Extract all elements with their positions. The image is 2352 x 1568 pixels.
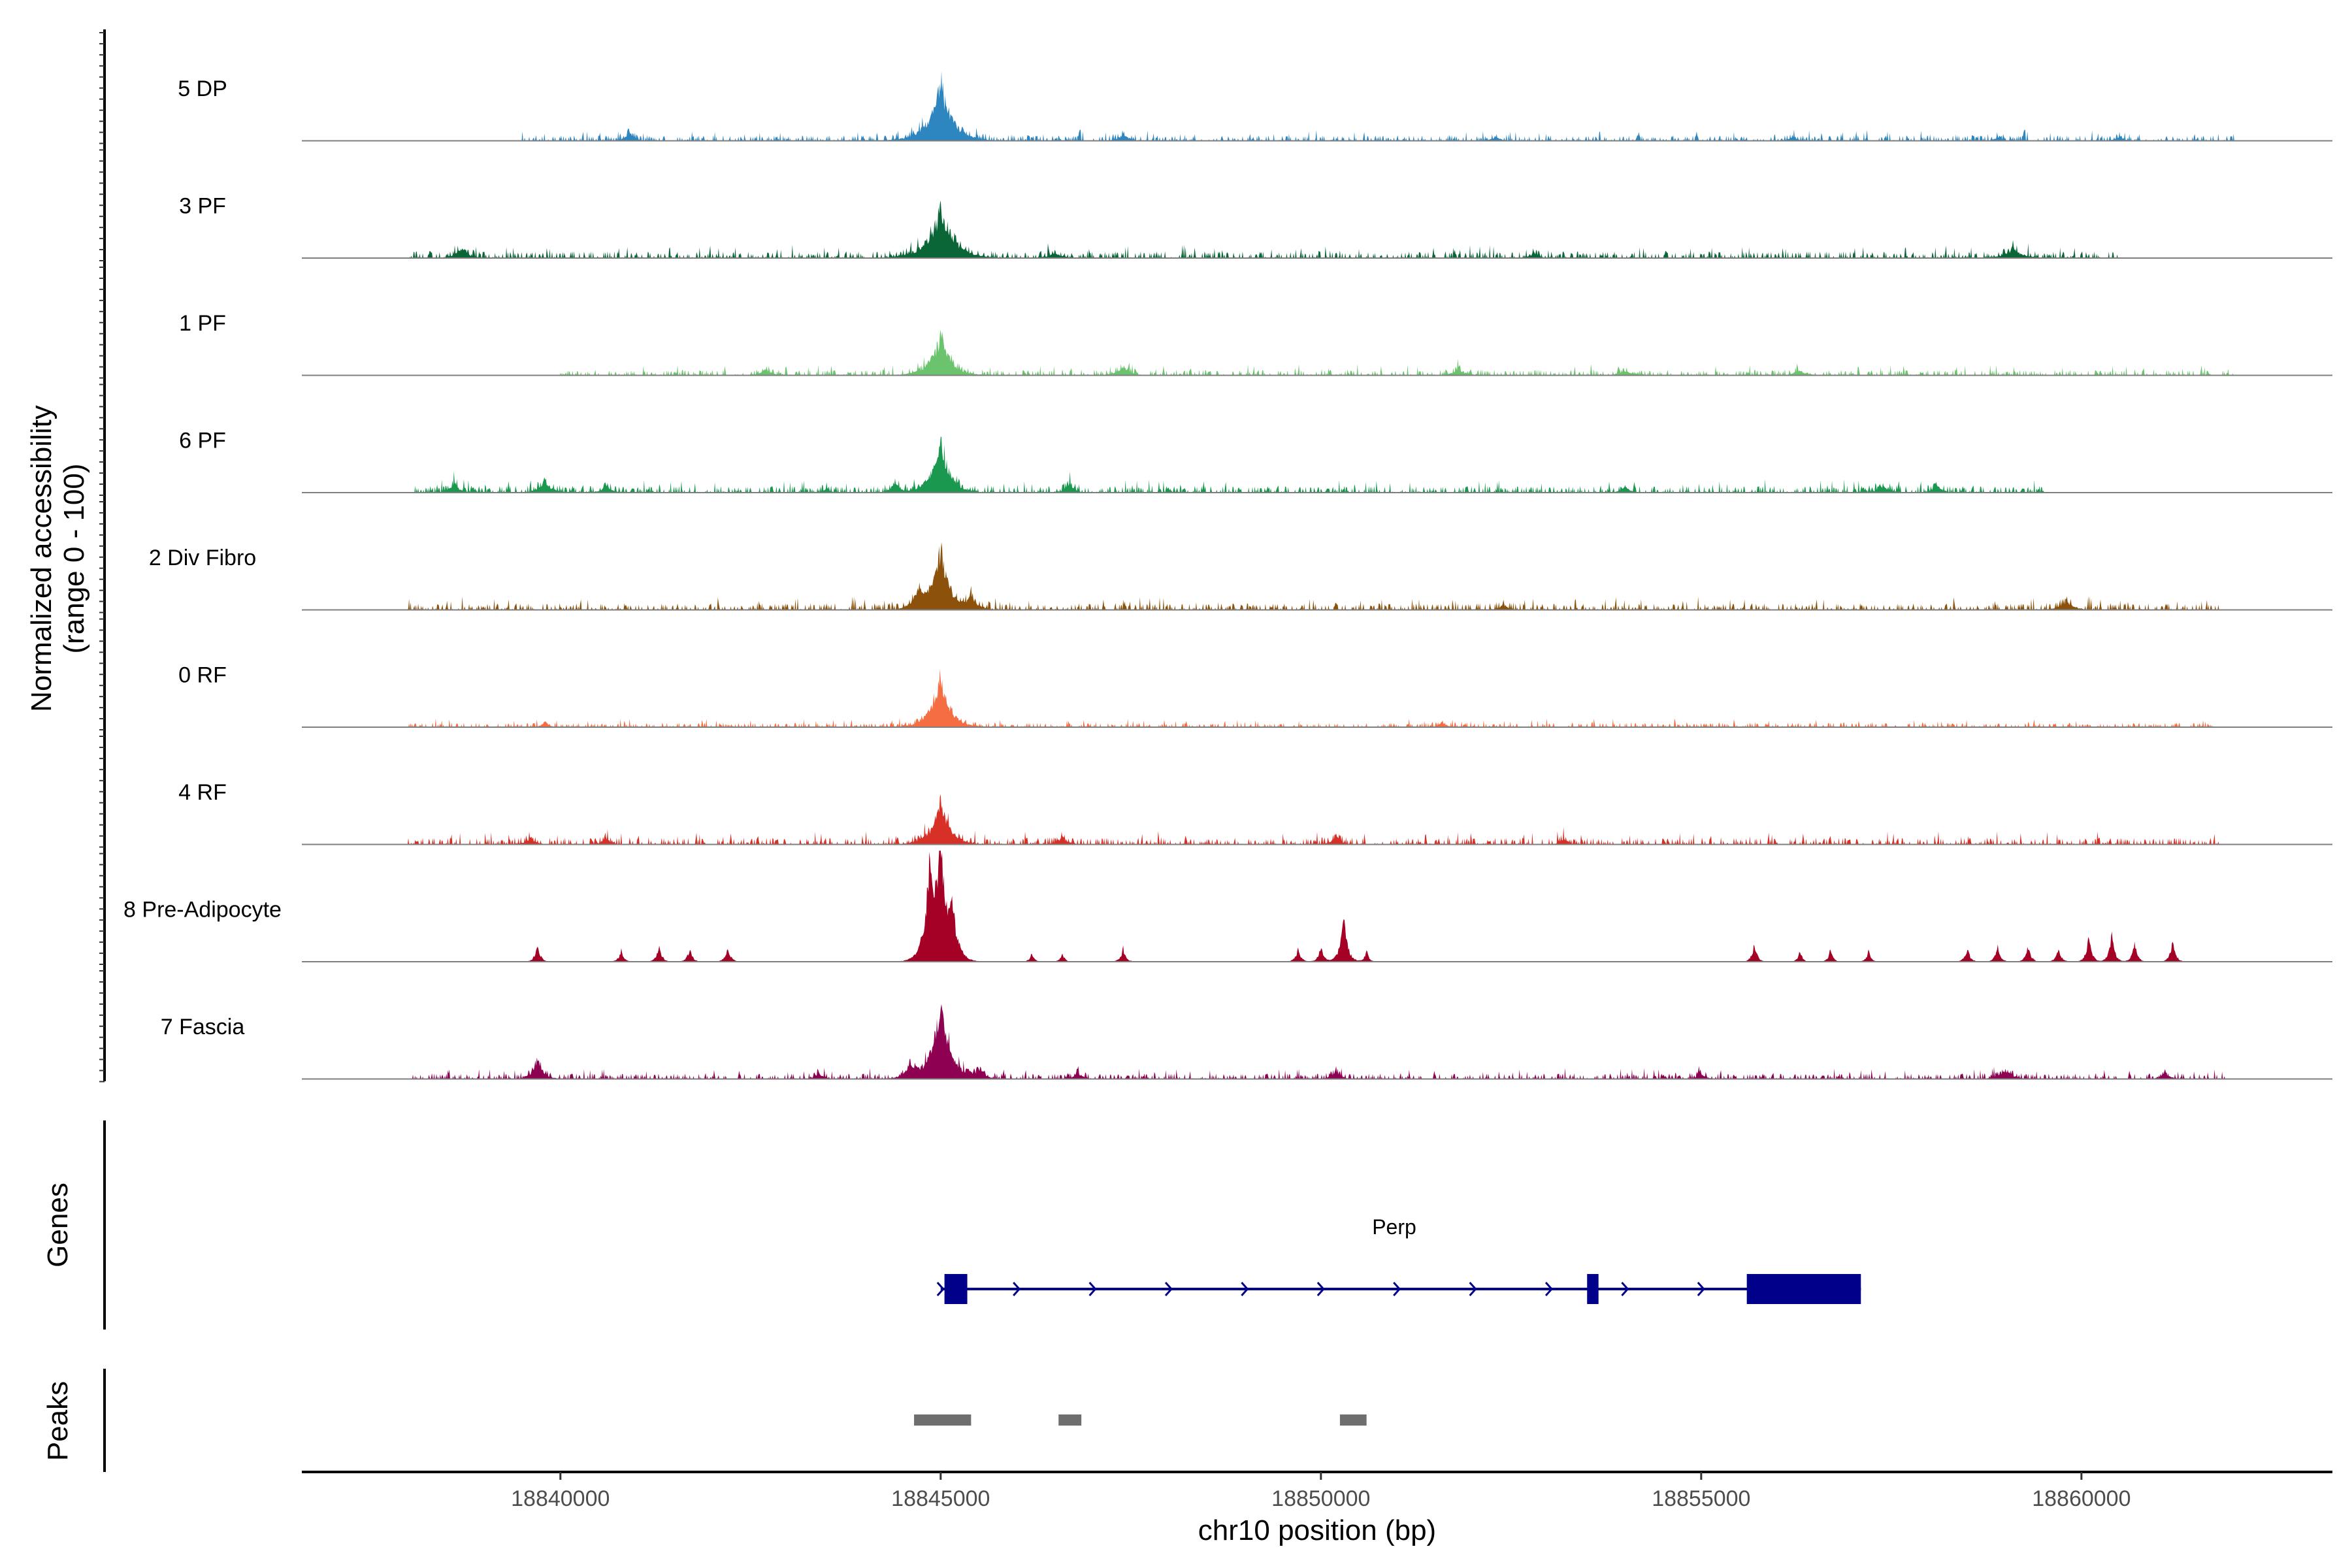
coverage-area bbox=[302, 542, 2332, 610]
peaks-panel: Peaks bbox=[42, 1369, 1367, 1472]
strand-arrow-icon bbox=[1164, 1281, 1173, 1297]
track-label: 3 PF bbox=[179, 194, 226, 219]
track-label: 6 PF bbox=[179, 429, 226, 453]
track-label: 0 RF bbox=[178, 663, 227, 688]
genes-panel: Genes Perp bbox=[42, 1120, 1861, 1330]
track-7-fascia: 7 Fascia bbox=[161, 1004, 2332, 1080]
coverage-area bbox=[302, 851, 2332, 962]
y-axis: Normalized accessibility(range 0 - 100) bbox=[25, 29, 106, 1083]
peak-region bbox=[914, 1414, 972, 1426]
coverage-area bbox=[302, 329, 2332, 376]
coverage-tracks: 5 DP 3 PF 1 PF 6 PF 2 Div Fibro 0 RF 4 RF 8 Pre… bbox=[123, 71, 2332, 1080]
x-axis-title: chr10 position (bp) bbox=[1198, 1514, 1436, 1546]
strand-arrow-icon bbox=[1241, 1281, 1249, 1297]
coverage-area bbox=[302, 1004, 2332, 1079]
gene-exon bbox=[1746, 1274, 1861, 1304]
peaks-panel-title: Peaks bbox=[42, 1381, 74, 1461]
strand-arrow-icon bbox=[1697, 1281, 1705, 1297]
track-label: 4 RF bbox=[178, 780, 227, 805]
strand-arrow-icon bbox=[1013, 1281, 1021, 1297]
x-tick-label: 18860000 bbox=[2032, 1486, 2131, 1511]
track-label: 8 Pre-Adipocyte bbox=[123, 898, 282, 923]
track-label: 7 Fascia bbox=[161, 1015, 245, 1039]
peak-region bbox=[1339, 1414, 1367, 1426]
track-label: 2 Div Fibro bbox=[149, 546, 256, 570]
track-4-rf: 4 RF bbox=[178, 780, 2332, 845]
track-8-pre-adipocyte: 8 Pre-Adipocyte bbox=[123, 851, 2332, 962]
genes-panel-title: Genes bbox=[42, 1183, 74, 1267]
coverage-area bbox=[302, 436, 2332, 493]
track-2-div-fibro: 2 Div Fibro bbox=[149, 542, 2332, 611]
track-0-rf: 0 RF bbox=[178, 663, 2332, 728]
gene-name-label: Perp bbox=[1372, 1215, 1416, 1239]
coverage-area bbox=[302, 668, 2332, 727]
x-tick-label: 18850000 bbox=[1271, 1486, 1370, 1511]
coverage-area bbox=[302, 200, 2332, 258]
track-label: 1 PF bbox=[179, 311, 226, 336]
y-axis-title-line: (range 0 - 100) bbox=[58, 463, 90, 653]
strand-arrow-icon bbox=[1088, 1281, 1097, 1297]
strand-arrow-icon bbox=[1469, 1281, 1477, 1297]
strand-arrow-icon bbox=[1621, 1281, 1629, 1297]
x-tick-label: 18840000 bbox=[511, 1486, 610, 1511]
strand-arrow-icon bbox=[1544, 1281, 1554, 1297]
track-label: 5 DP bbox=[178, 76, 227, 101]
track-6-pf: 6 PF bbox=[179, 429, 2332, 493]
track-1-pf: 1 PF bbox=[179, 311, 2332, 376]
x-tick-label: 18845000 bbox=[891, 1486, 990, 1511]
peak-region bbox=[1058, 1414, 1082, 1426]
strand-arrow-icon bbox=[1316, 1281, 1325, 1297]
track-5-dp: 5 DP bbox=[178, 71, 2332, 142]
x-tick-label: 18855000 bbox=[1652, 1486, 1750, 1511]
coverage-area bbox=[302, 71, 2332, 141]
gene-exon bbox=[1587, 1274, 1599, 1304]
coverage-area bbox=[302, 794, 2332, 845]
x-axis: 18840000 18845000 18850000 18855000 18860000… bbox=[302, 1471, 2332, 1546]
y-axis-title: Normalized accessibility(range 0 - 100) bbox=[25, 405, 90, 711]
gene-exon bbox=[944, 1274, 968, 1304]
strand-arrow-icon bbox=[936, 1281, 945, 1297]
y-axis-title-line: Normalized accessibility bbox=[25, 405, 57, 711]
track-3-pf: 3 PF bbox=[179, 194, 2332, 259]
strand-arrow-icon bbox=[1393, 1281, 1401, 1297]
